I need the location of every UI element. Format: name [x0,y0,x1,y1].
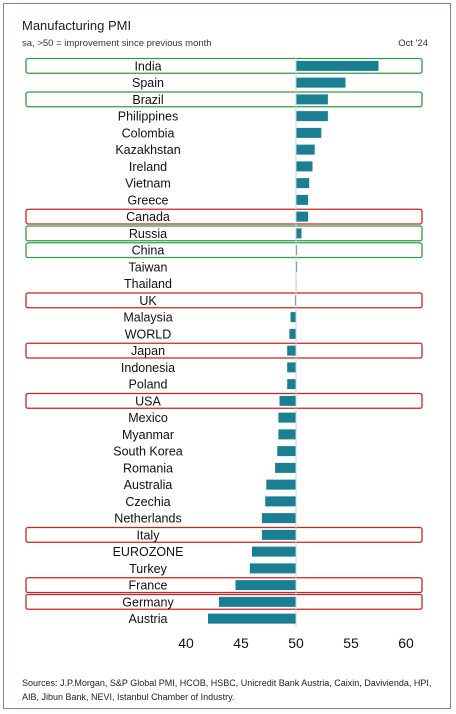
bar-china [296,245,298,256]
category-label-australia: Australia [124,478,173,492]
category-label-myanmar: Myanmar [122,428,174,442]
bar-italy [261,529,296,540]
highlight-box-brazil [25,91,423,108]
bar-taiwan [296,261,298,272]
highlight-box-india [25,57,423,74]
bar-eurozone [252,546,296,557]
x-tick-label-45: 45 [233,635,249,651]
category-label-usa: USA [135,394,161,408]
bar-south-korea [277,446,296,457]
category-label-poland: Poland [129,378,168,392]
category-label-world: WORLD [125,327,172,341]
category-label-thailand: Thailand [124,277,172,291]
category-label-spain: Spain [132,76,164,90]
category-label-austria: Austria [129,612,168,626]
category-label-colombia: Colombia [122,126,175,140]
bar-philippines [296,111,328,122]
highlight-box-germany [25,593,423,610]
category-label-eurozone: EUROZONE [113,545,184,559]
category-label-mexico: Mexico [128,411,168,425]
bar-indonesia [287,362,296,373]
sources-note: Sources: J.P.Morgan, S&P Global PMI, HCO… [22,678,432,702]
bar-india [296,60,379,71]
bar-mexico [278,412,296,423]
x-tick-label-50: 50 [288,635,304,651]
bar-netherlands [261,513,296,524]
bar-austria [208,613,296,624]
bar-czechia [265,496,296,507]
bar-poland [287,379,296,390]
category-label-brazil: Brazil [132,93,163,107]
highlight-box-italy [25,526,423,543]
bar-malaysia [290,312,296,323]
highlight-box-uk [25,292,423,309]
category-label-india: India [134,59,161,73]
bar-australia [266,479,296,490]
category-label-czechia: Czechia [125,495,170,509]
bar-myanmar [278,429,296,440]
category-label-philippines: Philippines [118,110,178,124]
highlight-box-china [25,242,423,259]
bar-turkey [249,563,296,574]
bar-canada [296,211,309,222]
x-tick-label-40: 40 [178,635,194,651]
bar-ireland [296,161,313,172]
highlight-box-france [25,577,423,594]
category-label-malaysia: Malaysia [123,311,172,325]
x-tick-label-60: 60 [398,635,414,651]
category-label-turkey: Turkey [129,562,167,576]
category-label-france: France [129,579,168,593]
highlight-box-canada [25,208,423,225]
category-label-kazakhstan: Kazakhstan [115,143,180,157]
category-label-south-korea: South Korea [113,445,183,459]
category-label-vietnam: Vietnam [125,177,171,191]
category-label-russia: Russia [129,227,167,241]
category-label-ireland: Ireland [129,160,167,174]
bar-greece [296,194,309,205]
category-label-uk: UK [139,294,157,308]
bar-usa [279,395,296,406]
bar-romania [275,462,296,473]
bar-spain [296,77,346,88]
category-label-romania: Romania [123,461,173,475]
highlight-box-usa [25,392,423,409]
bar-russia [296,228,302,239]
bar-germany [219,596,296,607]
category-label-germany: Germany [122,595,174,609]
x-tick-label-55: 55 [343,635,359,651]
category-label-china: China [132,244,165,258]
highlight-box-russia [25,225,423,242]
category-label-greece: Greece [128,193,169,207]
category-label-italy: Italy [137,528,161,542]
chart-date: Oct '24 [398,38,428,49]
bar-france [235,580,296,591]
bar-japan [287,345,296,356]
category-label-japan: Japan [131,344,165,358]
bar-brazil [296,94,328,105]
highlight-box-japan [25,342,423,359]
category-label-netherlands: Netherlands [114,512,181,526]
bar-colombia [296,127,322,138]
chart-title: Manufacturing PMI [22,18,132,33]
chart-subtitle: sa, >50 = improvement since previous mon… [22,38,212,49]
category-label-taiwan: Taiwan [129,260,168,274]
chart-frame [3,3,451,709]
bar-vietnam [296,178,310,189]
bar-uk [294,295,296,306]
bar-world [289,328,296,339]
category-label-canada: Canada [126,210,170,224]
bar-kazakhstan [296,144,315,155]
category-label-indonesia: Indonesia [121,361,175,375]
